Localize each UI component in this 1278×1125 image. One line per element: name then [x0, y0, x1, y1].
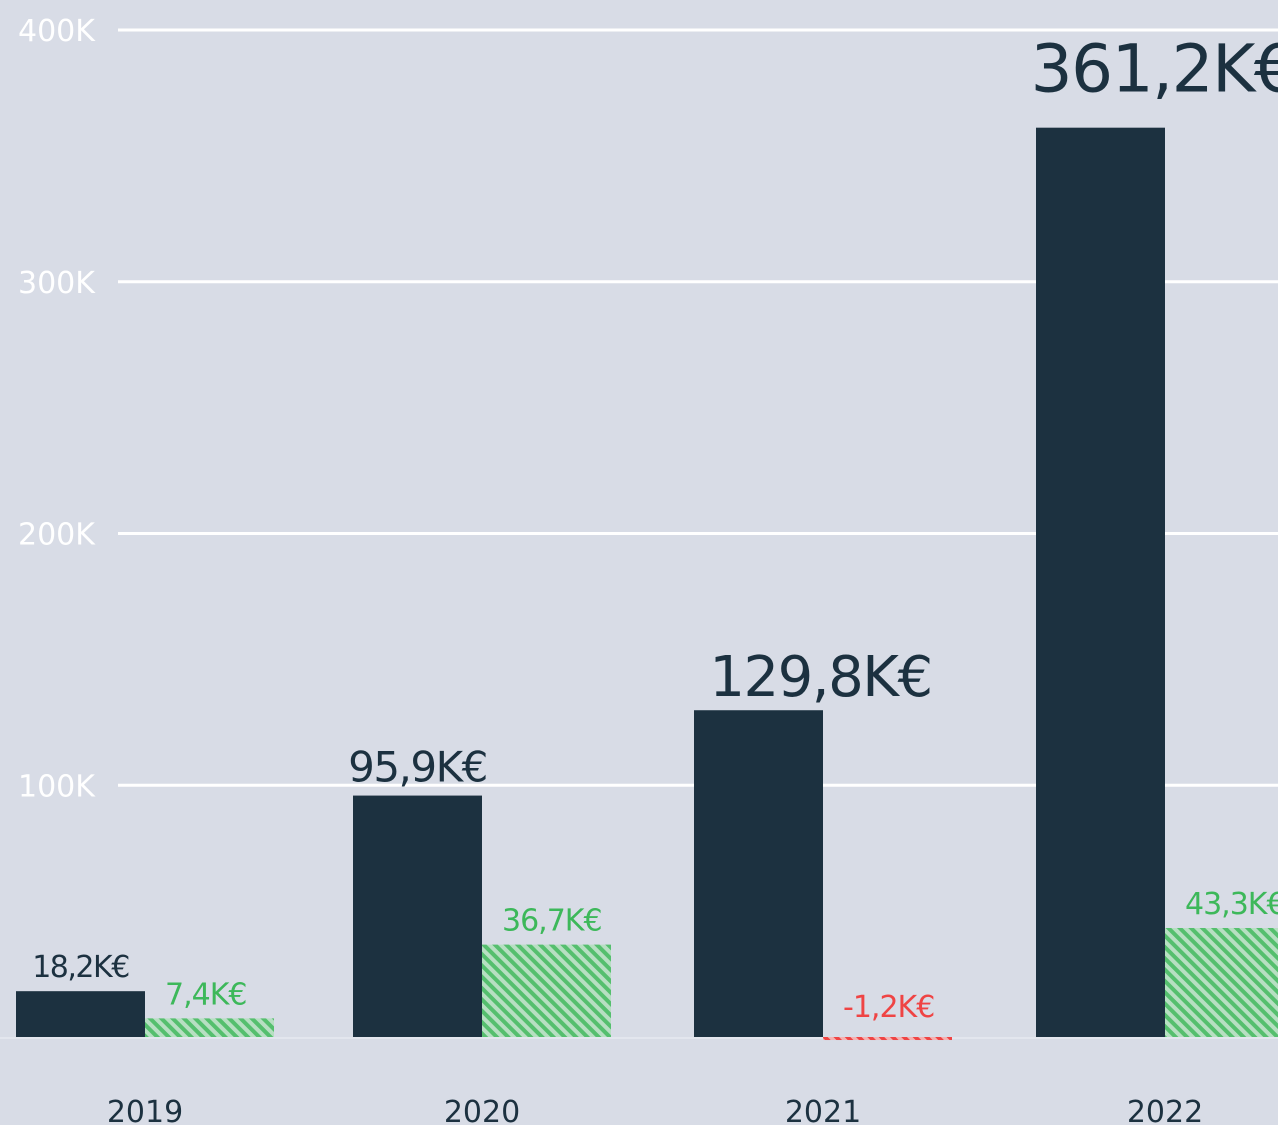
bar	[1165, 927, 1278, 1037]
y-tick-label: 100K	[18, 769, 96, 804]
bar-value-label: 18,2K€	[32, 950, 129, 985]
x-tick-label: 2022	[1127, 1095, 1203, 1125]
bar-value-label: 7,4K€	[165, 977, 246, 1012]
y-tick-label: 300K	[18, 266, 96, 301]
y-tick-label: 400K	[18, 14, 96, 49]
bar-value-label: 361,2K€	[1031, 31, 1278, 108]
bar	[823, 1037, 952, 1041]
x-tick-label: 2020	[444, 1095, 520, 1125]
bar	[353, 795, 482, 1037]
bar	[145, 1018, 274, 1037]
y-tick-label: 200K	[18, 518, 96, 553]
bar	[1036, 127, 1165, 1037]
bar-value-label: 129,8K€	[709, 645, 931, 710]
bar-value-label: 36,7K€	[502, 904, 602, 939]
bar	[694, 710, 823, 1037]
x-tick-label: 2019	[107, 1095, 183, 1125]
bar	[482, 944, 611, 1037]
bar	[16, 991, 145, 1037]
bar-value-label: 43,3K€	[1185, 887, 1278, 922]
bar-value-label: 95,9K€	[348, 743, 487, 792]
bar-value-label: -1,2K€	[843, 990, 934, 1025]
x-tick-label: 2021	[785, 1095, 861, 1125]
